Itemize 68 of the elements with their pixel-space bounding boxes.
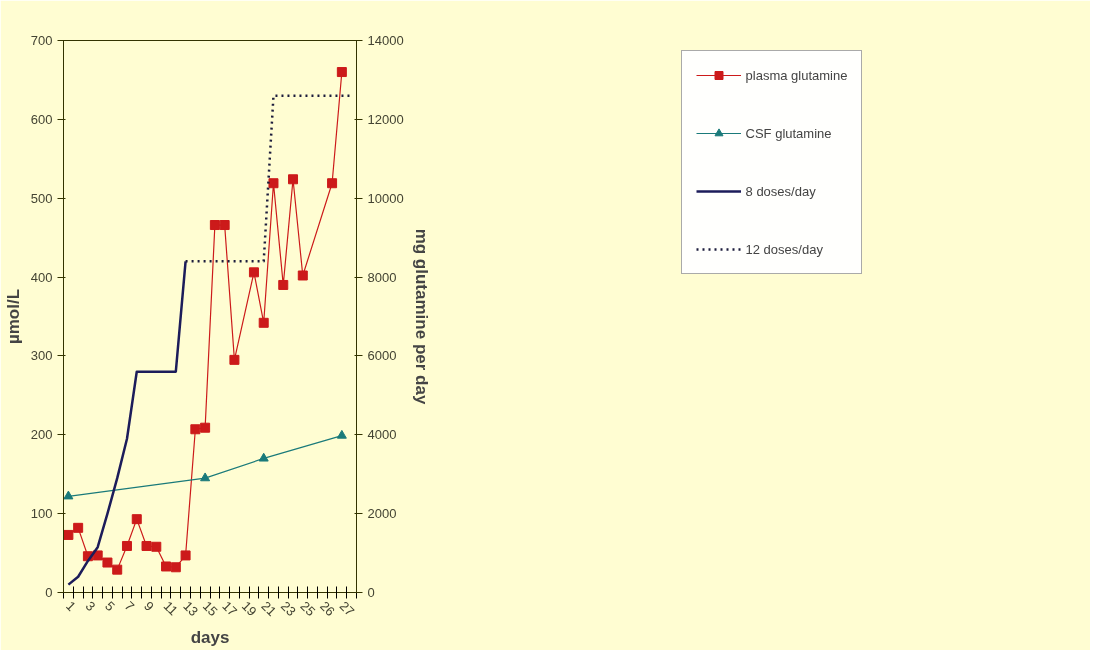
point: [190, 424, 201, 435]
y-tick-label: 600: [30, 111, 53, 127]
x-tick-label: 21: [258, 598, 280, 620]
point: [258, 317, 269, 328]
y2-tick-label: 0: [367, 585, 375, 600]
x-tick-label: 11: [160, 598, 181, 619]
point: [121, 540, 132, 551]
point: [336, 429, 347, 439]
point: [200, 472, 211, 482]
point: [268, 178, 279, 189]
y2-axis-title: mg glutamine per day: [411, 228, 431, 405]
x-tick-label: 13: [180, 598, 202, 620]
point: [63, 490, 74, 500]
point: [92, 550, 103, 561]
y-tick-label: 500: [30, 190, 53, 206]
y2-tick-label: 4000: [367, 427, 397, 443]
point: [278, 279, 289, 290]
point: [112, 564, 123, 575]
x-tick-label: 23: [277, 598, 299, 620]
legend-label: CSF glutamine: [745, 125, 832, 141]
x-tick-label: 7: [121, 598, 138, 614]
y-tick-label: 400: [30, 269, 53, 285]
x-tick-label: 9: [141, 598, 157, 614]
x-tick-label: 17: [219, 598, 241, 620]
legend-label: 8 doses/day: [745, 183, 816, 199]
point: [327, 178, 338, 189]
point: [229, 354, 240, 365]
y2-tick-label: 6000: [367, 348, 397, 364]
y-tick-label: 0: [45, 585, 53, 600]
x-axis-title: days: [190, 628, 230, 648]
y2-tick-label: 10000: [367, 190, 404, 206]
point: [180, 550, 191, 561]
point: [131, 514, 142, 525]
point: [200, 422, 211, 433]
point: [73, 522, 84, 533]
point: [141, 540, 152, 551]
point: [258, 452, 269, 462]
x-tick-label: 5: [102, 598, 118, 614]
point: [219, 220, 230, 231]
y2-tick-label: 2000: [367, 506, 397, 522]
y-tick-label: 300: [30, 348, 53, 364]
y2-tick-label: 12000: [367, 111, 404, 127]
legend-label: 12 doses/day: [745, 241, 823, 257]
point: [170, 562, 181, 573]
y-axis-title: µmol/L: [3, 288, 23, 345]
x-tick-label: 26: [317, 598, 338, 620]
point: [336, 67, 347, 78]
x-tick-label: 27: [336, 598, 358, 620]
legend-label: plasma glutamine: [745, 67, 848, 83]
point: [151, 541, 162, 552]
x-tick-label: 15: [199, 598, 221, 620]
point: [161, 561, 172, 572]
y-tick-label: 100: [30, 506, 53, 522]
y-tick-label: 700: [30, 33, 53, 48]
x-tick-label: 1: [63, 598, 79, 614]
y2-tick-label: 14000: [367, 33, 404, 48]
x-tick-label: 19: [238, 598, 260, 620]
point: [297, 270, 308, 281]
point: [288, 174, 299, 185]
point: [248, 267, 259, 278]
x-tick-label: 25: [297, 598, 319, 620]
y-tick-label: 200: [30, 427, 53, 443]
line-series: [67, 260, 187, 586]
y2-tick-label: 8000: [367, 269, 397, 285]
x-tick-label: 3: [82, 598, 99, 614]
point: [102, 557, 113, 568]
point: [63, 529, 74, 540]
point: [209, 220, 220, 231]
